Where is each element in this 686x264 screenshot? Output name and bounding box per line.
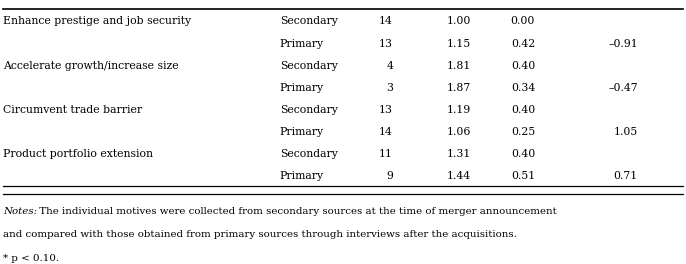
Text: and compared with those obtained from primary sources through interviews after t: and compared with those obtained from pr…	[3, 230, 517, 239]
Text: 1.44: 1.44	[447, 171, 471, 181]
Text: 1.00: 1.00	[446, 16, 471, 26]
Text: Circumvent trade barrier: Circumvent trade barrier	[3, 105, 143, 115]
Text: Primary: Primary	[280, 83, 324, 93]
Text: –0.91: –0.91	[608, 39, 638, 49]
Text: 1.05: 1.05	[614, 127, 638, 137]
Text: The individual motives were collected from secondary sources at the time of merg: The individual motives were collected fr…	[36, 207, 557, 216]
Text: 1.19: 1.19	[447, 105, 471, 115]
Text: 0.40: 0.40	[511, 149, 535, 159]
Text: 0.71: 0.71	[614, 171, 638, 181]
Text: Primary: Primary	[280, 171, 324, 181]
Text: Secondary: Secondary	[280, 149, 338, 159]
Text: 0.40: 0.40	[511, 105, 535, 115]
Text: Secondary: Secondary	[280, 61, 338, 71]
Text: 0.00: 0.00	[510, 16, 535, 26]
Text: Notes:: Notes:	[3, 207, 38, 216]
Text: Primary: Primary	[280, 39, 324, 49]
Text: * p < 0.10.: * p < 0.10.	[3, 254, 60, 263]
Text: 1.87: 1.87	[447, 83, 471, 93]
Text: 1.81: 1.81	[446, 61, 471, 71]
Text: 1.31: 1.31	[446, 149, 471, 159]
Text: Primary: Primary	[280, 127, 324, 137]
Text: Enhance prestige and job security: Enhance prestige and job security	[3, 16, 191, 26]
Text: 13: 13	[379, 105, 393, 115]
Text: Secondary: Secondary	[280, 16, 338, 26]
Text: 1.15: 1.15	[447, 39, 471, 49]
Text: 4: 4	[386, 61, 393, 71]
Text: 3: 3	[386, 83, 393, 93]
Text: Secondary: Secondary	[280, 105, 338, 115]
Text: 14: 14	[379, 127, 393, 137]
Text: 0.51: 0.51	[511, 171, 535, 181]
Text: Product portfolio extension: Product portfolio extension	[3, 149, 154, 159]
Text: 14: 14	[379, 16, 393, 26]
Text: –0.47: –0.47	[608, 83, 638, 93]
Text: 0.25: 0.25	[511, 127, 535, 137]
Text: 0.40: 0.40	[511, 61, 535, 71]
Text: 0.34: 0.34	[511, 83, 535, 93]
Text: Accelerate growth/increase size: Accelerate growth/increase size	[3, 61, 179, 71]
Text: 1.06: 1.06	[446, 127, 471, 137]
Text: 9: 9	[386, 171, 393, 181]
Text: 0.42: 0.42	[511, 39, 535, 49]
Text: 13: 13	[379, 39, 393, 49]
Text: 11: 11	[379, 149, 393, 159]
